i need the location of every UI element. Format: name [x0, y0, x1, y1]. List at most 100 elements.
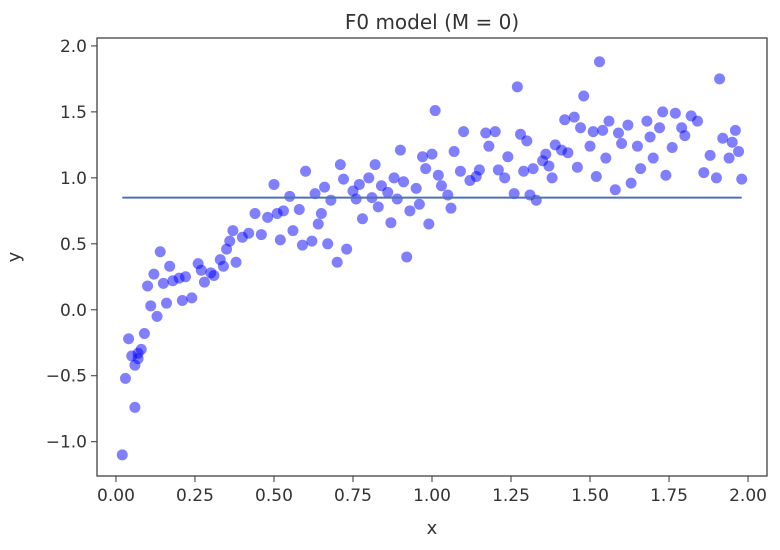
y-tick-label: 2.0: [60, 37, 87, 57]
data-point: [578, 90, 590, 102]
y-tick-label: 1.5: [60, 103, 87, 123]
data-point: [426, 148, 438, 160]
data-point: [710, 172, 722, 184]
data-point: [287, 225, 299, 237]
data-point: [306, 235, 318, 247]
data-point: [179, 271, 191, 283]
data-point: [142, 280, 154, 292]
x-tick-label: 0.75: [334, 486, 372, 506]
data-point: [480, 127, 492, 139]
data-point: [262, 211, 274, 223]
x-tick-label: 1.25: [492, 486, 530, 506]
data-point: [612, 127, 624, 139]
data-point: [293, 204, 305, 216]
data-point: [499, 172, 511, 184]
data-point: [420, 163, 432, 175]
data-point: [575, 122, 587, 134]
data-point: [312, 218, 324, 230]
data-point: [385, 217, 397, 229]
data-point: [733, 145, 745, 157]
data-point: [508, 188, 520, 200]
data-point: [243, 227, 255, 239]
y-tick-label: 0.0: [60, 301, 87, 321]
data-point: [413, 198, 425, 210]
data-point: [568, 111, 580, 123]
data-point: [511, 81, 523, 93]
data-point: [473, 164, 485, 176]
data-point: [454, 165, 466, 177]
data-point: [666, 142, 678, 153]
data-point: [309, 188, 321, 200]
data-point: [157, 277, 169, 289]
data-point: [631, 140, 643, 152]
data-point: [540, 148, 552, 160]
data-point: [315, 207, 327, 219]
plot-background: [97, 38, 767, 476]
data-point: [590, 171, 602, 183]
data-point: [660, 169, 672, 181]
y-tick-label: 1.0: [60, 169, 87, 189]
data-point: [489, 126, 501, 138]
data-point: [369, 159, 381, 171]
data-point: [208, 269, 220, 281]
data-point: [363, 172, 375, 184]
data-point: [119, 372, 131, 384]
data-point: [723, 152, 735, 164]
data-point: [448, 145, 460, 157]
data-point: [571, 161, 583, 173]
data-point: [148, 268, 160, 280]
data-point: [154, 246, 166, 258]
data-point: [609, 184, 621, 196]
x-tick-label: 0.50: [255, 486, 293, 506]
data-point: [483, 140, 495, 152]
data-point: [432, 169, 444, 181]
data-point: [382, 186, 394, 198]
x-tick-label: 1.00: [413, 486, 451, 506]
data-point: [587, 126, 599, 138]
y-tick-label: −1.0: [46, 433, 87, 453]
data-point: [401, 251, 413, 263]
data-point: [300, 165, 312, 177]
data-point: [679, 130, 691, 142]
data-point: [594, 56, 605, 68]
data-point: [116, 449, 128, 461]
data-point: [322, 238, 334, 250]
y-tick-label: −0.5: [46, 367, 87, 387]
data-point: [341, 243, 353, 255]
plot-frame: [96, 37, 768, 477]
data-point: [123, 333, 135, 345]
data-point: [391, 193, 403, 205]
data-point: [227, 225, 239, 237]
data-point: [195, 264, 207, 276]
data-point: [622, 119, 634, 131]
data-point: [274, 234, 286, 246]
data-point: [616, 138, 628, 150]
data-point: [296, 239, 308, 251]
x-tick-label: 1.75: [650, 486, 688, 506]
data-point: [164, 260, 176, 272]
data-point: [138, 328, 150, 340]
y-axis-ticks: −1.0 −0.5 0.0 0.5 1.0 1.5 2.0: [46, 37, 97, 453]
data-point: [644, 131, 656, 143]
data-point: [502, 151, 514, 163]
data-point: [562, 147, 574, 159]
data-point: [186, 292, 198, 304]
data-point: [635, 163, 647, 175]
data-point: [151, 310, 163, 322]
data-point: [625, 177, 637, 189]
x-tick-label: 2.00: [729, 486, 767, 506]
data-point: [603, 115, 615, 127]
data-point: [521, 135, 533, 147]
data-point: [372, 201, 384, 213]
data-point: [394, 144, 406, 156]
data-point: [388, 172, 400, 184]
data-point: [161, 297, 173, 309]
x-tick-label: 0.00: [97, 486, 135, 506]
data-point: [543, 160, 555, 172]
data-point: [417, 151, 429, 163]
data-point: [176, 295, 188, 307]
data-point: [704, 149, 716, 161]
x-axis-label: x: [427, 518, 438, 539]
data-point: [458, 126, 470, 138]
data-point: [230, 256, 242, 268]
